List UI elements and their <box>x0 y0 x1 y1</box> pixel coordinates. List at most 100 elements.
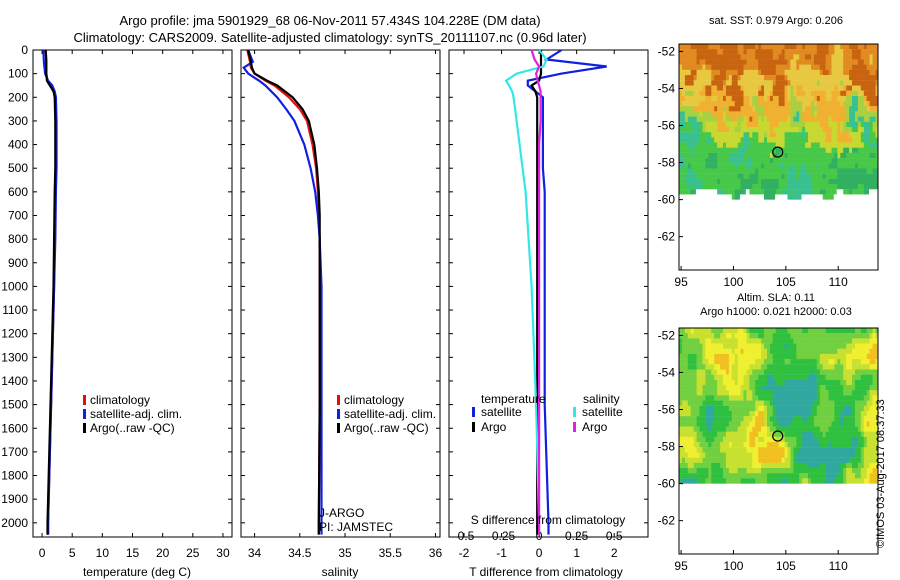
sst-map-cell <box>728 173 735 179</box>
sla-map-cell <box>808 426 814 432</box>
sst-map-cell <box>778 147 784 153</box>
sst-map-cell <box>743 121 749 127</box>
sla-map-cell <box>679 359 685 365</box>
sst-map-cell <box>740 127 746 133</box>
sla-map-cell <box>705 452 711 458</box>
sla-map-cell <box>767 374 773 380</box>
sst-map-cell <box>831 163 837 169</box>
sla-map-cell <box>831 405 837 411</box>
sst-map-cell <box>693 101 699 107</box>
sst-map-cell <box>690 163 696 169</box>
depth-tick-label: 400 <box>8 138 28 152</box>
sla-map-cell <box>758 478 764 484</box>
salinity-x-tick-label: 36 <box>429 546 443 560</box>
sst-map-cell <box>684 168 691 174</box>
sla-map-cell <box>828 338 834 344</box>
sst-map-cell <box>731 101 737 107</box>
sla-map-cell <box>749 457 755 463</box>
sst-map-cell <box>740 178 746 185</box>
sla-map-cell <box>699 452 705 458</box>
sla-map-cell <box>758 405 764 411</box>
sst-map-cell <box>758 178 764 185</box>
sst-map-cell <box>743 85 749 91</box>
sst-map-cell <box>714 168 720 174</box>
sst-map-cell <box>825 101 831 107</box>
sst-map-cell <box>784 101 790 107</box>
sst-map-cell <box>743 163 749 169</box>
sla-map-cell <box>746 374 752 380</box>
sst-map-cell <box>693 106 699 112</box>
sst-map-cell <box>705 44 711 50</box>
sst-map-cell <box>705 116 711 122</box>
sst-map-cell <box>828 75 834 81</box>
sla-map-cell <box>819 343 825 349</box>
sla-map-cell <box>790 374 796 380</box>
sla-map-cell <box>805 353 811 360</box>
sla-map-cell <box>711 328 717 334</box>
imos-timestamp: ©IMOS 03-Aug-2017 08:37:33 <box>875 399 887 548</box>
sla-map-cell <box>840 385 846 391</box>
sst-map-cell <box>872 132 878 138</box>
sla-map-cell <box>869 353 875 360</box>
sla-map-cell <box>866 405 872 411</box>
sla-map-cell <box>860 436 866 443</box>
sla-map-cell <box>790 395 796 401</box>
sst-map-cell <box>811 147 817 153</box>
sla-map-cell <box>831 343 837 349</box>
sst-map-cell <box>811 189 817 195</box>
sst-map-cell <box>714 121 720 127</box>
sla-map-cell <box>840 343 846 349</box>
sla-map-cell <box>764 426 770 432</box>
sla-map-cell <box>728 369 735 375</box>
sst-map-cell <box>852 95 858 102</box>
sla-map-cell <box>872 333 878 339</box>
sla-map-cell <box>734 359 740 365</box>
sla-map-cell <box>749 333 755 339</box>
sst-map-cell <box>758 158 764 164</box>
sla-map-cell <box>843 478 849 484</box>
sst-map-cell <box>790 168 796 174</box>
sla-map-cell <box>731 421 737 427</box>
sst-map-cell <box>767 189 773 195</box>
sla-map-cell <box>863 338 869 344</box>
sst-map-cell <box>872 95 878 102</box>
sst-map-cell <box>696 137 702 143</box>
sla-map-cell <box>872 369 878 375</box>
sst-map-cell <box>681 142 688 148</box>
sst-map-cell <box>687 189 693 195</box>
sla-map-cell <box>717 442 723 448</box>
sla-map-cell <box>872 390 878 396</box>
sla-map-cell <box>731 343 737 349</box>
sst-map-cell <box>860 69 866 76</box>
sst-map-cell <box>875 69 878 76</box>
sla-map-cell <box>772 452 778 458</box>
sla-map-cell <box>734 457 740 463</box>
sla-map-cell <box>802 359 808 365</box>
sst-map-cell <box>720 95 726 102</box>
sla-map-cell <box>857 426 864 432</box>
sla-map-cell <box>728 353 735 360</box>
sst-map-cell <box>705 95 711 102</box>
sst-map-cell <box>837 111 843 117</box>
sst-map-cell <box>808 189 814 195</box>
sst-map-cell <box>714 80 720 86</box>
sst-map-cell <box>816 184 822 190</box>
sla-map-cell <box>843 364 849 370</box>
sla-map-cell <box>684 374 691 380</box>
sla-map-cell <box>816 369 822 375</box>
sla-map-cell <box>784 421 790 427</box>
sst-map-cell <box>840 173 846 179</box>
sst-map-cell <box>769 44 776 50</box>
sst-map-cell <box>863 116 869 122</box>
sst-map-cell <box>799 59 805 65</box>
sla-map-cell <box>872 452 878 458</box>
sst-map-cell <box>822 106 828 112</box>
sst-map-cell <box>699 163 705 169</box>
sla-map-cell <box>714 379 720 386</box>
sla-map-cell <box>849 364 855 370</box>
sst-map-cell <box>793 121 799 127</box>
sla-map-cell <box>752 421 758 427</box>
sla-map-cell <box>849 452 855 458</box>
sla-map-cell <box>717 390 723 396</box>
sla-map-cell <box>857 348 864 354</box>
